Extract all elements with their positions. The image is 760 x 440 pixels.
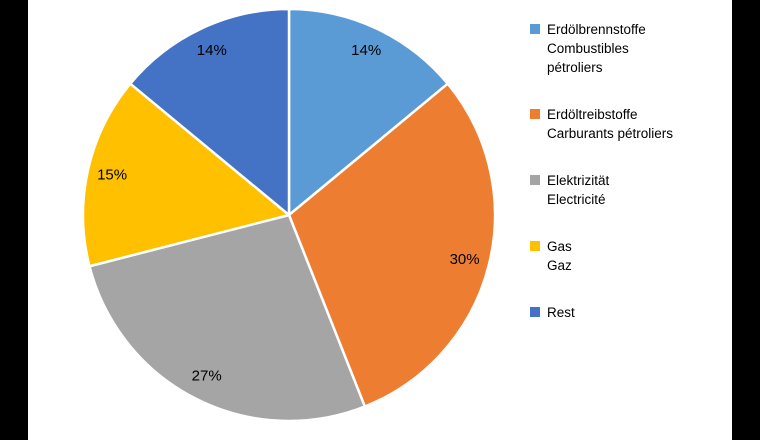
legend-marker-icon — [530, 307, 540, 317]
legend-item-4: Rest — [530, 303, 720, 322]
legend-label: Erdölbrennstoffe Combustibles pétroliers — [547, 22, 646, 75]
legend-item-2: Elektrizität Electricité — [530, 171, 720, 209]
legend-item-3: Gas Gaz — [530, 237, 720, 275]
pie-percent-label-2: 27% — [192, 367, 222, 384]
right-black-bar — [732, 0, 760, 440]
pie-slice-1 — [287, 82, 497, 408]
legend-item-1: Erdöltreibstoffe Carburants pétroliers — [530, 105, 720, 143]
legend-marker-icon — [530, 24, 540, 34]
legend-marker-icon — [530, 175, 540, 185]
legend-label: Erdöltreibstoffe Carburants pétroliers — [547, 107, 674, 141]
legend: Erdölbrennstoffe Combustibles pétroliers Er… — [530, 20, 720, 350]
legend-label: Elektrizität Electricité — [547, 173, 610, 207]
pie-slice-4 — [129, 7, 291, 217]
pie-slice-3 — [81, 82, 291, 268]
pie-slice-2 — [88, 213, 367, 423]
legend-label: Rest — [547, 305, 575, 320]
pie-percent-label-4: 14% — [197, 42, 227, 59]
pie-percent-label-1: 30% — [450, 251, 480, 268]
legend-marker-icon — [530, 109, 540, 119]
chart-area: 14% 30% 27% 15% 14% Erdölbrennstoffe Combusti… — [28, 0, 732, 440]
left-black-bar — [0, 0, 28, 440]
pie-percent-label-3: 15% — [97, 166, 127, 183]
pie-percent-label-0: 14% — [351, 42, 381, 59]
pie-slice-0 — [287, 7, 449, 217]
pie-chart: 14% 30% 27% 15% 14% — [81, 7, 497, 423]
legend-item-0: Erdölbrennstoffe Combustibles pétroliers — [530, 20, 720, 77]
legend-marker-icon — [530, 241, 540, 251]
legend-label: Gas Gaz — [547, 239, 572, 273]
